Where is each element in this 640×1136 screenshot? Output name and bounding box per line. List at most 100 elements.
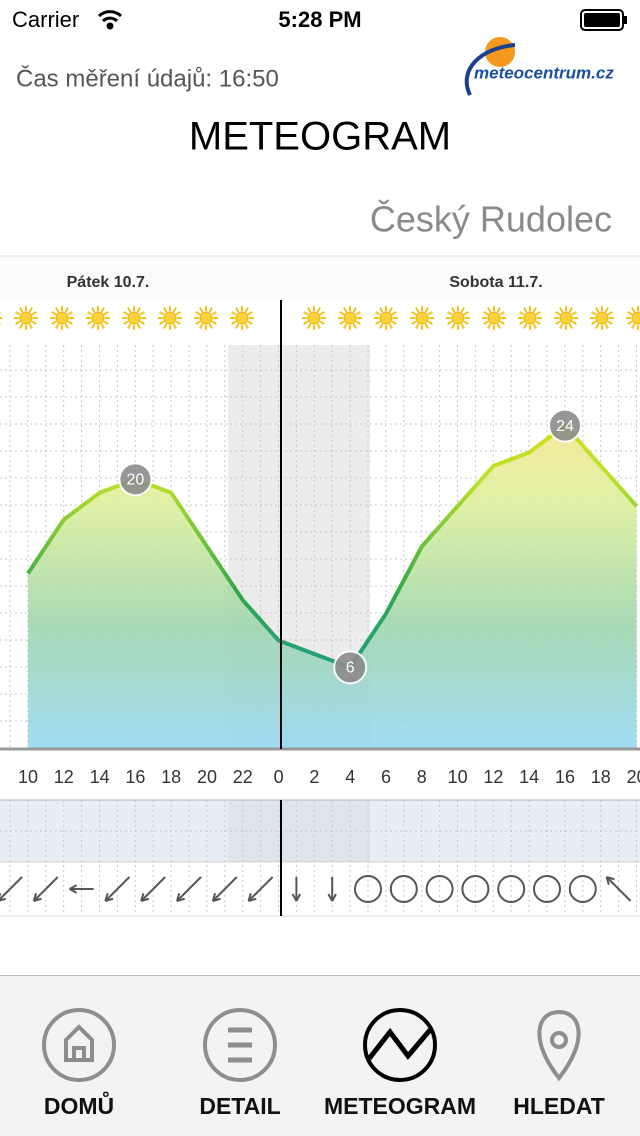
- sun-ray: [64, 307, 69, 313]
- wind-arrow: [33, 876, 59, 902]
- wind-arrow: [0, 876, 23, 901]
- sun-ray: [415, 323, 420, 329]
- tab[interactable]: DOMŮ: [42, 1008, 116, 1119]
- sun-ray: [604, 307, 609, 313]
- sun-ray: [447, 311, 453, 316]
- location-name: Český Rudolec: [370, 199, 612, 240]
- sun-ray: [343, 307, 348, 313]
- sun-ray: [211, 311, 217, 316]
- sun-ray: [163, 323, 168, 329]
- tab-label: HLEDAT: [513, 1093, 605, 1119]
- sun-ray: [355, 311, 361, 316]
- sun-ray: [343, 323, 348, 329]
- sun-ray: [375, 311, 381, 316]
- sun-ray: [139, 320, 145, 325]
- x-tick-label: 18: [591, 767, 611, 787]
- sun-ray: [388, 307, 393, 313]
- sun-ray: [447, 320, 453, 325]
- extreme-label: 6: [346, 660, 355, 677]
- wind-arrow: [605, 876, 632, 902]
- sun-ray: [208, 307, 213, 313]
- sun-ray: [463, 320, 469, 325]
- wind-arrow-head: [176, 893, 181, 902]
- sun-ray: [19, 307, 24, 313]
- wind-arrow-head: [247, 893, 252, 902]
- logo-text: meteocentrum.cz: [474, 63, 614, 82]
- sun-core: [19, 311, 33, 325]
- sun-ray: [427, 311, 433, 316]
- wind-arrow-head: [295, 893, 302, 902]
- sun-ray: [100, 307, 105, 313]
- sun-core: [163, 311, 177, 325]
- wind-icon: [211, 876, 238, 902]
- sun-core: [91, 311, 105, 325]
- sun-ray: [411, 320, 417, 325]
- tabs: DOMŮ DETAIL METEOGRAM HLEDAT: [42, 1008, 605, 1119]
- sun-ray: [352, 323, 357, 329]
- sun-icon: [482, 306, 506, 330]
- wind-icon: [425, 875, 454, 903]
- tab-icon: [537, 1009, 581, 1082]
- wind-arrow-head: [104, 893, 109, 902]
- tab[interactable]: HLEDAT: [513, 1009, 605, 1119]
- sun-core: [127, 311, 141, 325]
- sun-ray: [15, 320, 21, 325]
- sun-ray: [123, 311, 129, 316]
- sun-ray: [532, 307, 537, 313]
- tab-label: DETAIL: [199, 1093, 280, 1119]
- sun-core: [343, 311, 357, 325]
- sun-icon: [410, 306, 434, 330]
- sun-ray: [568, 323, 573, 329]
- tab[interactable]: DETAIL: [199, 1008, 281, 1119]
- x-tick-label: 2: [309, 767, 319, 787]
- night-shade: [228, 800, 370, 862]
- tab[interactable]: METEOGRAM: [324, 1008, 476, 1119]
- tab-icon: [363, 1008, 437, 1082]
- sun-ray: [604, 323, 609, 329]
- sun-ray: [355, 320, 361, 325]
- temperature-area: [28, 425, 637, 748]
- sun-ray: [319, 320, 325, 325]
- sun-core: [559, 311, 573, 325]
- sun-ray: [460, 307, 465, 313]
- sun-ray: [127, 323, 132, 329]
- sun-core: [415, 311, 429, 325]
- sun-ray: [631, 323, 636, 329]
- sun-ray: [460, 323, 465, 329]
- x-tick-label: 4: [345, 767, 355, 787]
- calm-icon: [497, 875, 526, 903]
- wind-arrow-head: [327, 893, 334, 902]
- wifi-icon: [97, 10, 123, 30]
- sun-core: [523, 311, 537, 325]
- sun-core: [451, 311, 465, 325]
- sun-ray: [559, 323, 564, 329]
- sun-ray: [303, 320, 309, 325]
- sun-ray: [19, 323, 24, 329]
- sun-ray: [535, 311, 541, 316]
- sun-ray: [244, 323, 249, 329]
- x-tick-label: 20: [197, 767, 217, 787]
- sun-ray: [208, 323, 213, 329]
- calm-icon: [425, 875, 454, 903]
- x-tick-label: 10: [448, 767, 468, 787]
- x-tick-label: 8: [417, 767, 427, 787]
- carrier: Carrier: [12, 7, 79, 32]
- sun-ray: [231, 320, 237, 325]
- sun-ray: [55, 323, 60, 329]
- sun-icon: [590, 306, 614, 330]
- sun-ray: [15, 311, 21, 316]
- sun-icon: [302, 306, 326, 330]
- tab-icon: [42, 1008, 116, 1082]
- wind-arrow-head: [176, 897, 185, 902]
- calm-icon: [354, 875, 382, 903]
- sun-ray: [487, 323, 492, 329]
- sun-icon: [626, 306, 640, 330]
- sun-ray: [499, 320, 505, 325]
- sun-ray: [231, 311, 237, 316]
- tab-label: DOMŮ: [44, 1090, 114, 1119]
- sun-ray: [339, 320, 345, 325]
- sun-core: [307, 311, 321, 325]
- extreme-label: 24: [556, 418, 574, 435]
- wind-arrow-head: [606, 876, 615, 881]
